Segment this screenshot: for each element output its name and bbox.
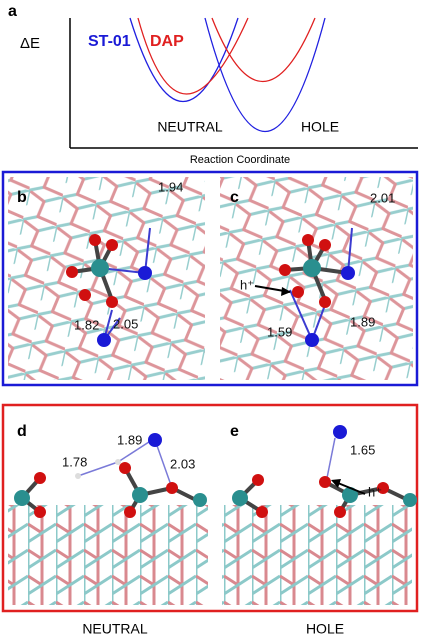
distance-label: 2.05 xyxy=(113,316,138,331)
panel-e: e 1.65 h⁺ xyxy=(230,423,417,518)
panel-label: d xyxy=(17,423,27,440)
panel-label: c xyxy=(230,189,239,206)
panel-label: b xyxy=(17,189,27,206)
footer-label: NEUTRAL xyxy=(82,621,148,637)
panel-a: a ΔE Reaction Coordinate ST-01 DAP NEUTR… xyxy=(8,3,418,166)
panel-label: e xyxy=(230,423,239,440)
state-label: HOLE xyxy=(301,119,339,135)
figure: a ΔE Reaction Coordinate ST-01 DAP NEUTR… xyxy=(0,0,421,639)
distance-label: 1.78 xyxy=(62,454,87,469)
legend-dap: DAP xyxy=(150,33,184,50)
state-label: NEUTRAL xyxy=(157,119,223,135)
distance-label: 1.82 xyxy=(74,317,99,332)
distance-label: 1.94 xyxy=(158,179,183,194)
slab xyxy=(222,505,412,605)
annotation: h⁺ xyxy=(240,277,254,292)
distance-label: 1.89 xyxy=(117,432,142,447)
legend-st01: ST-01 xyxy=(88,33,131,50)
slab xyxy=(8,505,208,605)
footer-label: HOLE xyxy=(306,621,344,637)
distance-label: 2.03 xyxy=(170,456,195,471)
distance-label: 1.65 xyxy=(350,442,375,457)
curve-st01-neutral xyxy=(130,18,238,102)
annotation: h⁺ xyxy=(368,484,382,499)
panel-d: d 1.89 1.78 2.03 xyxy=(14,423,207,518)
panel-label: a xyxy=(8,3,17,20)
distance-label: 2.01 xyxy=(370,190,395,205)
x-axis-label: Reaction Coordinate xyxy=(190,154,290,166)
curve-dap-hole xyxy=(212,18,315,82)
distance-label: 1.89 xyxy=(350,314,375,329)
distance-label: 1.59 xyxy=(267,324,292,339)
y-axis-label: ΔE xyxy=(20,35,40,52)
lattice xyxy=(8,177,205,380)
curve-dap-neutral xyxy=(138,18,248,94)
